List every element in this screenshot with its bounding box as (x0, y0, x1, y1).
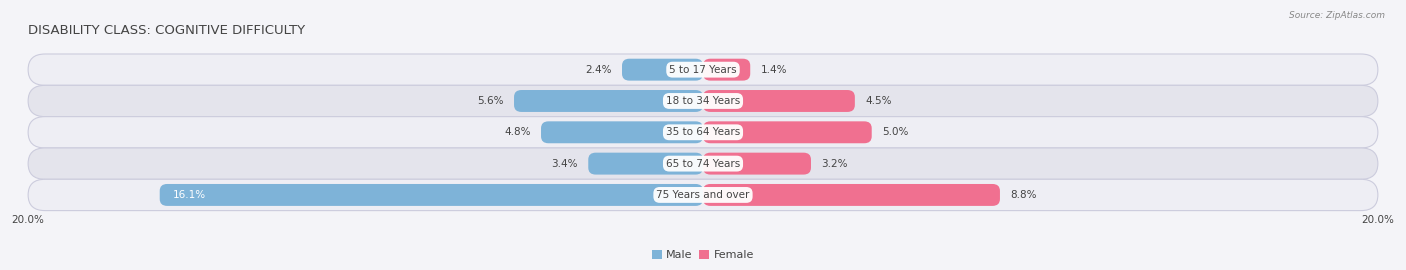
FancyBboxPatch shape (28, 85, 1378, 117)
Text: 3.4%: 3.4% (551, 158, 578, 169)
Legend: Male, Female: Male, Female (647, 245, 759, 265)
FancyBboxPatch shape (28, 179, 1378, 211)
FancyBboxPatch shape (703, 184, 1000, 206)
FancyBboxPatch shape (28, 117, 1378, 148)
Text: 5 to 17 Years: 5 to 17 Years (669, 65, 737, 75)
Text: 35 to 64 Years: 35 to 64 Years (666, 127, 740, 137)
FancyBboxPatch shape (541, 121, 703, 143)
FancyBboxPatch shape (515, 90, 703, 112)
Text: 3.2%: 3.2% (821, 158, 848, 169)
FancyBboxPatch shape (588, 153, 703, 175)
FancyBboxPatch shape (621, 59, 703, 81)
FancyBboxPatch shape (703, 59, 751, 81)
Text: 1.4%: 1.4% (761, 65, 787, 75)
Text: 16.1%: 16.1% (173, 190, 207, 200)
Text: 4.8%: 4.8% (505, 127, 531, 137)
Text: 75 Years and over: 75 Years and over (657, 190, 749, 200)
FancyBboxPatch shape (703, 90, 855, 112)
Text: 65 to 74 Years: 65 to 74 Years (666, 158, 740, 169)
FancyBboxPatch shape (703, 121, 872, 143)
FancyBboxPatch shape (28, 148, 1378, 179)
FancyBboxPatch shape (28, 54, 1378, 85)
Text: 5.0%: 5.0% (882, 127, 908, 137)
Text: 18 to 34 Years: 18 to 34 Years (666, 96, 740, 106)
FancyBboxPatch shape (160, 184, 703, 206)
Text: DISABILITY CLASS: COGNITIVE DIFFICULTY: DISABILITY CLASS: COGNITIVE DIFFICULTY (28, 24, 305, 37)
Text: 5.6%: 5.6% (478, 96, 503, 106)
Text: 8.8%: 8.8% (1010, 190, 1036, 200)
Text: 2.4%: 2.4% (585, 65, 612, 75)
FancyBboxPatch shape (703, 153, 811, 175)
Text: Source: ZipAtlas.com: Source: ZipAtlas.com (1289, 11, 1385, 20)
Text: 4.5%: 4.5% (865, 96, 891, 106)
